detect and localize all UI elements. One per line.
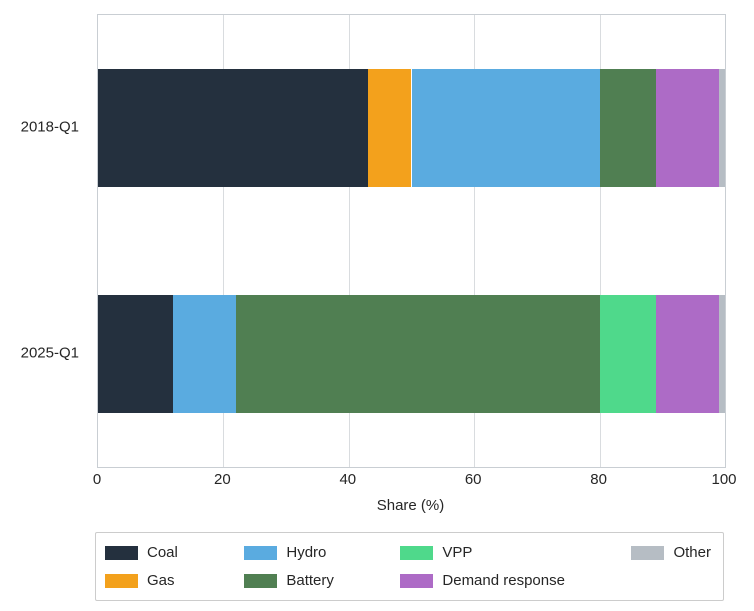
bar-segment-other-2025-q1 bbox=[718, 295, 725, 413]
bar-segment-gas-2018-q1 bbox=[367, 69, 412, 187]
gridline-20 bbox=[223, 15, 225, 467]
x-tick-label-100: 100 bbox=[711, 471, 737, 488]
bar-segment-demand-response-2025-q1 bbox=[656, 295, 719, 413]
x-tick-label-0: 0 bbox=[92, 471, 102, 488]
legend-label-other: Other bbox=[673, 544, 711, 561]
legend-item-gas: Gas bbox=[105, 570, 178, 591]
x-tick-label-80: 80 bbox=[590, 471, 607, 488]
legend-swatch-vpp bbox=[400, 545, 434, 560]
y-axis-tick-labels: 2018-Q1 2025-Q1 bbox=[0, 14, 88, 466]
legend-item-other: Other bbox=[631, 542, 711, 563]
x-tick-label-60: 60 bbox=[464, 471, 482, 488]
legend-swatch-gas bbox=[105, 573, 138, 588]
legend-swatch-hydro bbox=[244, 545, 278, 560]
x-axis-tick-labels: 0 20 40 60 80 100 bbox=[93, 471, 737, 489]
legend-column-1: Coal Gas bbox=[105, 542, 178, 591]
bar-segment-other-2018-q1 bbox=[718, 69, 725, 187]
bar-segment-coal-2025-q1 bbox=[98, 295, 174, 413]
x-tick-label-40: 40 bbox=[339, 471, 357, 488]
legend: Coal Gas Hydro Battery VPP Demand response Oth… bbox=[95, 532, 724, 601]
bar-segment-vpp-2025-q1 bbox=[599, 295, 657, 413]
legend-label-hydro: Hydro bbox=[286, 544, 327, 561]
gridline-60 bbox=[474, 15, 476, 467]
legend-swatch-other bbox=[631, 545, 665, 560]
bar-segment-hydro-2025-q1 bbox=[173, 295, 236, 413]
x-axis-label: Share (%) bbox=[376, 497, 445, 514]
bar-2018-q1 bbox=[98, 69, 725, 187]
legend-label-coal: Coal bbox=[147, 544, 178, 561]
legend-item-vpp: VPP bbox=[400, 542, 565, 563]
y-tick-label-2025-q1: 2025-Q1 bbox=[20, 344, 79, 362]
legend-label-battery: Battery bbox=[286, 572, 334, 589]
bar-segment-coal-2018-q1 bbox=[98, 69, 368, 187]
x-tick-label-20: 20 bbox=[214, 471, 231, 488]
bar-segment-demand-response-2018-q1 bbox=[656, 69, 719, 187]
legend-swatch-battery bbox=[244, 573, 278, 588]
legend-swatch-demand-response bbox=[400, 573, 434, 588]
bar-segment-battery-2025-q1 bbox=[235, 295, 600, 413]
y-tick-label-2018-q1: 2018-Q1 bbox=[20, 118, 79, 136]
legend-item-battery: Battery bbox=[244, 570, 334, 591]
legend-item-demand-response: Demand response bbox=[400, 570, 565, 591]
legend-label-vpp: VPP bbox=[442, 544, 473, 561]
bar-segment-hydro-2018-q1 bbox=[411, 69, 600, 187]
legend-item-hydro: Hydro bbox=[244, 542, 334, 563]
gridline-80 bbox=[599, 15, 601, 467]
legend-column-4: Other bbox=[631, 542, 711, 591]
legend-label-gas: Gas bbox=[147, 572, 175, 589]
legend-column-3: VPP Demand response bbox=[400, 542, 565, 591]
bar-segment-battery-2018-q1 bbox=[599, 69, 657, 187]
legend-item-coal: Coal bbox=[105, 542, 178, 563]
bar-2025-q1 bbox=[98, 295, 725, 413]
legend-swatch-coal bbox=[105, 545, 138, 560]
legend-column-2: Hydro Battery bbox=[244, 542, 334, 591]
gridline-40 bbox=[348, 15, 350, 467]
plot-area bbox=[97, 14, 726, 468]
legend-label-demand-response: Demand response bbox=[442, 572, 565, 589]
